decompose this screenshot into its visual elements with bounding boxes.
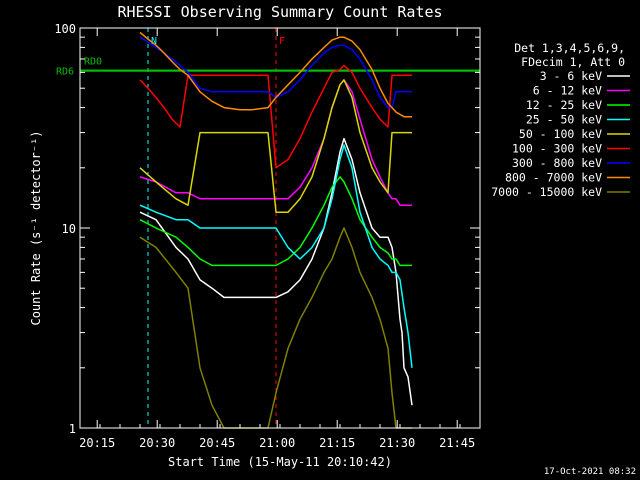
y-tick-label-0: 1: [69, 422, 76, 436]
legend-header-1: FDecim 1, Att 0: [521, 55, 625, 69]
legend-label-2: 12 - 25 keV: [526, 98, 602, 112]
legend-label-7: 800 - 7000 keV: [505, 171, 602, 185]
series-line-8: [139, 227, 412, 429]
series-line-5: [139, 64, 412, 169]
x-tick-label-0: 20:15: [79, 436, 115, 450]
y-tick-label-2: 100: [54, 22, 76, 36]
legend-label-4: 50 - 100 keV: [519, 127, 602, 141]
state-marker-label-0: N: [151, 36, 157, 47]
legend: Det 1,3,4,5,6,9,FDecim 1, Att 03 - 6 keV…: [491, 41, 630, 199]
reference-line-label-0: RD0: [84, 57, 102, 68]
legend-label-6: 300 - 800 keV: [512, 156, 602, 170]
legend-label-8: 7000 - 15000 keV: [491, 185, 602, 199]
x-tick-label-3: 21:00: [259, 436, 295, 450]
x-axis-label: Start Time (15-May-11 20:10:42): [168, 455, 392, 469]
series-line-2: [139, 176, 412, 267]
legend-label-1: 6 - 12 keV: [533, 84, 602, 98]
legend-label-0: 3 - 6 keV: [540, 69, 602, 83]
y-axis-label: Count Rate (s⁻¹ detector⁻¹): [29, 130, 43, 325]
reference-line-label-1: RD6: [56, 67, 74, 78]
legend-header-0: Det 1,3,4,5,6,9,: [514, 41, 625, 55]
x-axis: 20:15 20:30 20:45 21:00 21:15 21:30 21:45: [79, 28, 481, 450]
x-tick-label-6: 21:45: [439, 436, 475, 450]
state-marker-label-1: F: [279, 36, 285, 47]
y-tick-label-1: 10: [62, 222, 76, 236]
x-tick-label-1: 20:30: [139, 436, 175, 450]
timestamp-footer: 17-Oct-2021 08:32: [544, 467, 636, 477]
y-axis: 1 10 100: [54, 22, 480, 436]
chart-title: RHESSI Observing Summary Count Rates: [117, 3, 442, 21]
x-tick-label-5: 21:30: [379, 436, 415, 450]
series-line-7: [139, 31, 412, 118]
legend-label-5: 100 - 300 keV: [512, 142, 602, 156]
x-tick-label-2: 20:45: [199, 436, 235, 450]
x-tick-label-4: 21:15: [319, 436, 355, 450]
plot-area: N F RD0 RD6: [56, 28, 480, 429]
legend-label-3: 25 - 50 keV: [526, 113, 602, 127]
series-line-3: [139, 144, 413, 368]
series-line-0: [139, 137, 413, 406]
series-line-4: [139, 79, 412, 213]
